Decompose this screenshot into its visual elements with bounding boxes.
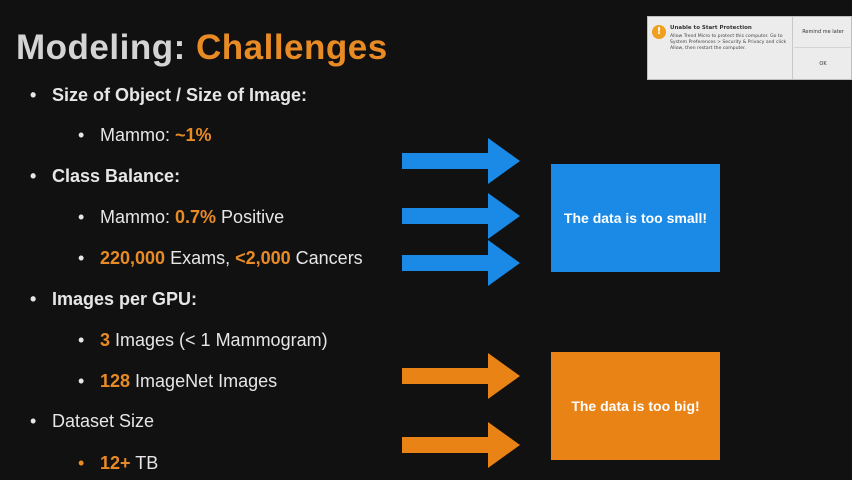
bullet-text: Dataset Size: [52, 411, 155, 431]
bullet-heading: • Class Balance:: [30, 166, 180, 187]
highlight-value: 128: [100, 371, 131, 391]
arrow-right-icon: [402, 422, 520, 468]
highlight-value: 0.7%: [175, 207, 217, 227]
notification-button-separator: [794, 47, 852, 48]
bullet-text: TB: [130, 453, 159, 473]
notification-popup: ! Unable to Start Protection Allow Trend…: [647, 16, 852, 80]
bullet-dot: •: [30, 85, 37, 105]
highlight-value: 220,000: [100, 248, 166, 268]
bullet-dot: •: [30, 289, 37, 309]
bullet-dot: •: [78, 330, 85, 350]
highlight-value: <2,000: [235, 248, 291, 268]
bullet-text: Mammo:: [100, 207, 176, 227]
warning-icon: !: [652, 25, 666, 39]
remind-later-button[interactable]: Remind me later: [802, 29, 844, 35]
callout-too-small: The data is too small!: [551, 164, 720, 272]
bullet-dot: •: [30, 411, 37, 431]
notification-title: Unable to Start Protection: [670, 25, 752, 31]
notification-message: Allow Trend Micro to protect this comput…: [670, 34, 787, 51]
bullet-dot: •: [78, 371, 85, 391]
ok-button[interactable]: OK: [819, 61, 827, 67]
bullet-dot: •: [78, 207, 85, 227]
bullet-text: Images per GPU:: [52, 289, 198, 309]
bullet-dot: •: [30, 166, 37, 186]
bullet-dot: •: [78, 453, 85, 473]
arrow-right-icon: [402, 138, 520, 184]
arrow-right-icon: [402, 193, 520, 239]
highlight-value: 3: [100, 330, 111, 350]
bullet-dot: •: [78, 248, 85, 268]
slide-title-main: Modeling:: [16, 28, 186, 67]
bullet-text: Class Balance:: [52, 166, 181, 186]
bullet-dot: •: [78, 125, 85, 145]
highlight-value: ~1%: [175, 125, 212, 145]
bullet-item: • Mammo: ~1%: [78, 125, 212, 146]
bullet-item: • Mammo: 0.7% Positive: [78, 207, 284, 228]
slide-title: Modeling: Challenges: [16, 28, 388, 68]
bullet-heading: • Dataset Size: [30, 411, 154, 432]
highlight-value: 12+: [100, 453, 131, 473]
arrow-right-icon: [402, 353, 520, 399]
bullet-text: Mammo:: [100, 125, 176, 145]
bullet-text: Cancers: [290, 248, 363, 268]
callout-too-big: The data is too big!: [551, 352, 720, 460]
bullet-text: Positive: [216, 207, 285, 227]
bullet-text: ImageNet Images: [130, 371, 278, 391]
bullet-text: Size of Object / Size of Image:: [52, 85, 308, 105]
bullet-text: Images (< 1 Mammogram): [110, 330, 328, 350]
bullet-item: • 3 Images (< 1 Mammogram): [78, 330, 328, 351]
bullet-text: Exams,: [165, 248, 236, 268]
notification-divider: [792, 17, 793, 79]
bullet-item: • 128 ImageNet Images: [78, 371, 277, 392]
bullet-item: • 220,000 Exams, <2,000 Cancers: [78, 248, 363, 269]
bullet-heading: • Size of Object / Size of Image:: [30, 85, 307, 106]
bullet-item: • 12+ TB: [78, 453, 158, 474]
bullet-heading: • Images per GPU:: [30, 289, 197, 310]
arrow-right-icon: [402, 240, 520, 286]
slide-title-accent: Challenges: [195, 28, 388, 67]
